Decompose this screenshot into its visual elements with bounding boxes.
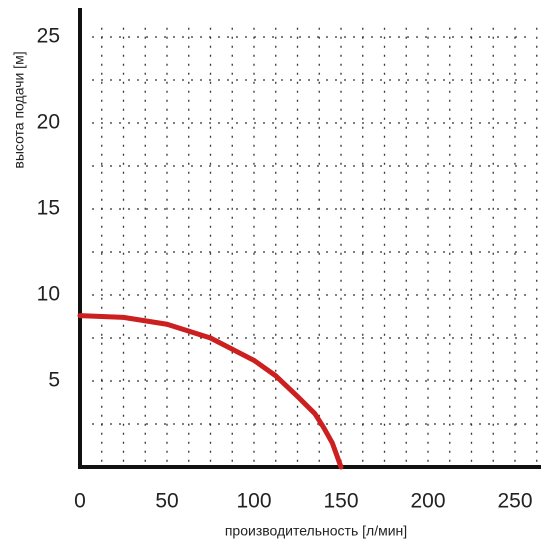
y-tick-label: 15	[37, 197, 60, 220]
y-axis-title: высота подачи [м]	[11, 51, 27, 168]
x-axis-title: производительность [л/мин]	[225, 523, 407, 539]
y-tick-label: 5	[48, 369, 60, 392]
x-tick-label: 50	[155, 490, 178, 513]
grid	[92, 27, 538, 467]
x-tick-label: 250	[497, 490, 532, 513]
y-tick-label: 25	[37, 25, 60, 48]
y-tick-label: 10	[37, 283, 60, 306]
x-tick-label: 150	[323, 490, 358, 513]
x-tick-label: 100	[236, 490, 271, 513]
y-tick-label: 20	[37, 111, 60, 134]
x-tick-label: 0	[74, 490, 86, 513]
x-tick-label: 200	[410, 490, 445, 513]
curve	[77, 313, 344, 470]
